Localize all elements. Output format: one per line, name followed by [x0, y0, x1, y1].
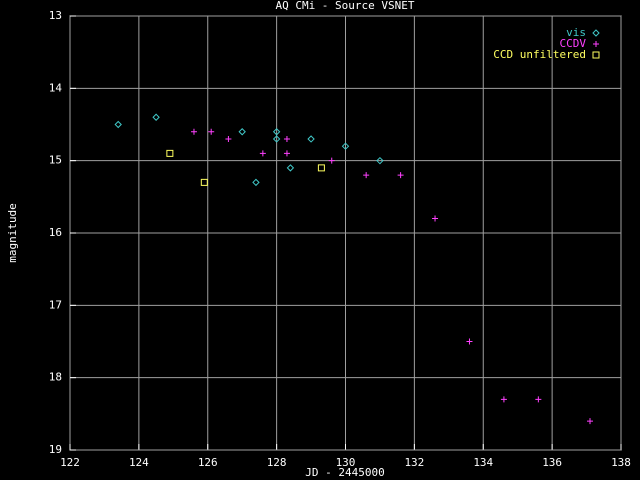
data-point: [397, 172, 404, 179]
data-point: [341, 142, 350, 150]
data-point: [166, 149, 174, 157]
x-tick-label: 130: [336, 456, 356, 469]
x-tick-label: 132: [404, 456, 424, 469]
data-point: [466, 338, 473, 345]
data-point: [252, 178, 260, 187]
data-point: [283, 150, 290, 157]
data-point: [432, 215, 439, 222]
x-tick-label: 136: [542, 456, 562, 469]
data-point: [190, 128, 197, 135]
data-point: [272, 135, 281, 143]
legend-marker: [592, 29, 600, 37]
x-axis-label: JD - 2445000: [305, 466, 384, 479]
y-tick-label: 16: [49, 226, 62, 239]
data-point: [328, 157, 335, 164]
legend-label: CCDV: [560, 37, 587, 50]
data-point: [200, 178, 208, 186]
data-point: [152, 113, 160, 121]
x-tick-label: 122: [60, 456, 80, 469]
y-tick-label: 15: [49, 154, 62, 167]
data-point: [535, 396, 542, 403]
data-point: [587, 418, 594, 425]
data-point: [317, 164, 325, 172]
data-point: [283, 135, 290, 142]
x-tick-label: 128: [267, 456, 287, 469]
x-tick-label: 126: [198, 456, 218, 469]
data-point: [272, 128, 281, 136]
data-point: [363, 172, 370, 179]
legend-marker: [592, 51, 600, 59]
data-point: [286, 164, 295, 172]
legend-label: vis: [566, 26, 586, 39]
chart-title: AQ CMi - Source VSNET: [275, 0, 414, 12]
y-tick-label: 13: [49, 9, 62, 22]
data-point: [376, 156, 384, 165]
data-point: [225, 135, 232, 142]
data-point: [114, 120, 122, 129]
y-axis-label: magnitude: [6, 203, 19, 263]
data-point: [307, 135, 315, 143]
y-tick-label: 17: [49, 298, 62, 311]
data-point: [500, 396, 507, 403]
data-point: [208, 128, 215, 135]
x-tick-label: 124: [129, 456, 149, 469]
y-tick-label: 18: [49, 371, 62, 384]
y-tick-label: 19: [49, 443, 62, 456]
data-point: [238, 128, 246, 136]
data-point: [259, 150, 266, 157]
legend-label: CCD unfiltered: [493, 48, 586, 61]
legend-marker: [593, 41, 599, 47]
y-tick-label: 14: [49, 81, 63, 94]
x-tick-label: 134: [473, 456, 493, 469]
x-tick-label: 138: [611, 456, 631, 469]
